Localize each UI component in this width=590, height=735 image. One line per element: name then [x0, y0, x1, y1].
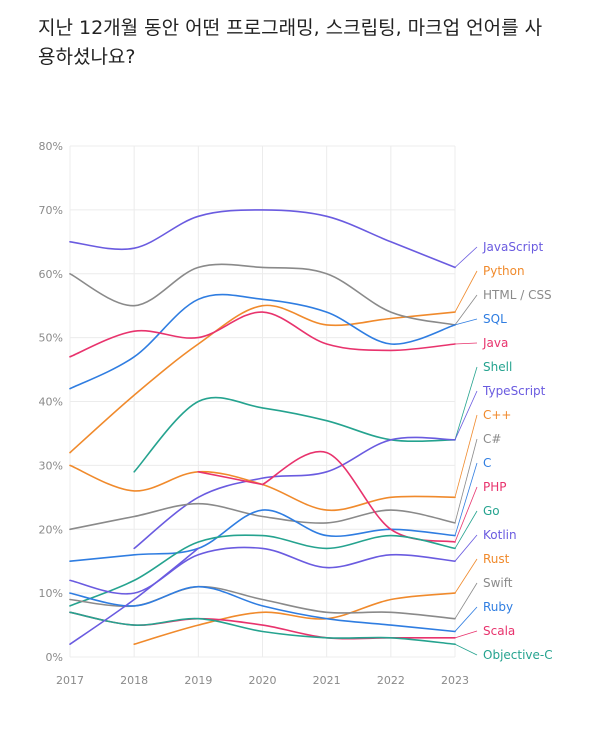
leader-line-cplusplus [454, 414, 478, 498]
leader-line-php [454, 486, 478, 543]
y-tick-label: 0% [46, 651, 63, 664]
x-tick-label: 2019 [184, 674, 212, 687]
series-label-rust: Rust [483, 552, 510, 566]
y-tick-label: 50% [39, 332, 63, 345]
leader-line-rust [454, 558, 478, 594]
x-tick-label: 2023 [441, 674, 469, 687]
series-line-ruby [69, 585, 456, 633]
chart-title: 지난 12개월 동안 어떤 프로그래밍, 스크립팅, 마크업 언어를 사용하셨나… [38, 17, 543, 68]
leader-line-javascript [454, 246, 478, 268]
series-label-csharp: C# [483, 432, 501, 446]
leader-line-ruby [454, 606, 478, 632]
series-label-ruby: Ruby [483, 600, 513, 614]
series-line-segment-19 [197, 471, 264, 486]
series-labels: JavaScript Python HTML / CSS SQL Java Shell Ty… [482, 240, 553, 662]
leader-line-objective-c [454, 643, 478, 656]
x-tick-label: 2021 [313, 674, 341, 687]
leader-line-python [454, 270, 478, 313]
series-label-swift: Swift [483, 576, 513, 590]
leader-line-java [454, 342, 478, 345]
leader-line-html-css [454, 294, 478, 326]
series-label-typescript: TypeScript [482, 384, 546, 398]
y-tick-label: 60% [39, 268, 63, 281]
series-line-kotlin [69, 546, 456, 595]
series-line-go [69, 534, 456, 607]
x-axis-ticks: 2017 2018 2019 2020 2021 2022 2023 [56, 674, 469, 687]
series-line-csharp [69, 502, 456, 531]
series-label-kotlin: Kotlin [483, 528, 517, 542]
leader-line-sql [454, 318, 478, 326]
series-line-python [69, 304, 456, 454]
series-line-shell [133, 396, 456, 473]
series-lines [69, 209, 456, 645]
leader-line-typescript [454, 390, 478, 440]
series-label-c: C [483, 456, 491, 470]
series-label-javascript: JavaScript [482, 240, 543, 254]
series-label-objective-c: Objective-C [483, 648, 553, 662]
y-axis-ticks: 0% 10% 20% 30% 40% 50% 60% 70% 80% [39, 140, 63, 664]
x-tick-label: 2018 [120, 674, 148, 687]
y-tick-label: 70% [39, 204, 63, 217]
label-leader-lines [454, 246, 478, 656]
series-line-segment-18 [69, 547, 200, 645]
series-label-shell: Shell [483, 360, 512, 374]
series-label-go: Go [483, 504, 500, 518]
leader-line-shell [454, 366, 478, 440]
series-line-rust [133, 592, 456, 645]
leader-line-csharp [454, 438, 478, 523]
y-tick-label: 20% [39, 523, 63, 536]
leader-line-swift [454, 582, 478, 619]
series-label-html-css: HTML / CSS [483, 288, 552, 302]
x-tick-label: 2020 [249, 674, 277, 687]
series-line-sql [69, 293, 456, 390]
x-tick-label: 2017 [56, 674, 84, 687]
y-tick-label: 30% [39, 459, 63, 472]
leader-line-kotlin [454, 534, 478, 562]
series-line-html-css [69, 263, 456, 326]
y-tick-label: 40% [39, 396, 63, 409]
series-label-sql: SQL [483, 312, 507, 326]
series-label-php: PHP [483, 480, 507, 494]
series-label-cplusplus: C++ [483, 408, 512, 422]
leader-line-c [454, 462, 478, 536]
series-line-javascript [69, 209, 456, 269]
grid-lines [69, 145, 456, 658]
x-tick-label: 2022 [377, 674, 405, 687]
series-line-objective-c [69, 611, 456, 645]
series-line-typescript [133, 436, 456, 550]
series-label-python: Python [483, 264, 525, 278]
series-label-java: Java [482, 336, 508, 350]
y-tick-label: 10% [39, 587, 63, 600]
leader-line-scala [454, 630, 478, 639]
leader-line-go [454, 510, 478, 549]
series-label-scala: Scala [483, 624, 515, 638]
y-tick-label: 80% [39, 140, 63, 153]
series-line-java [69, 311, 456, 358]
